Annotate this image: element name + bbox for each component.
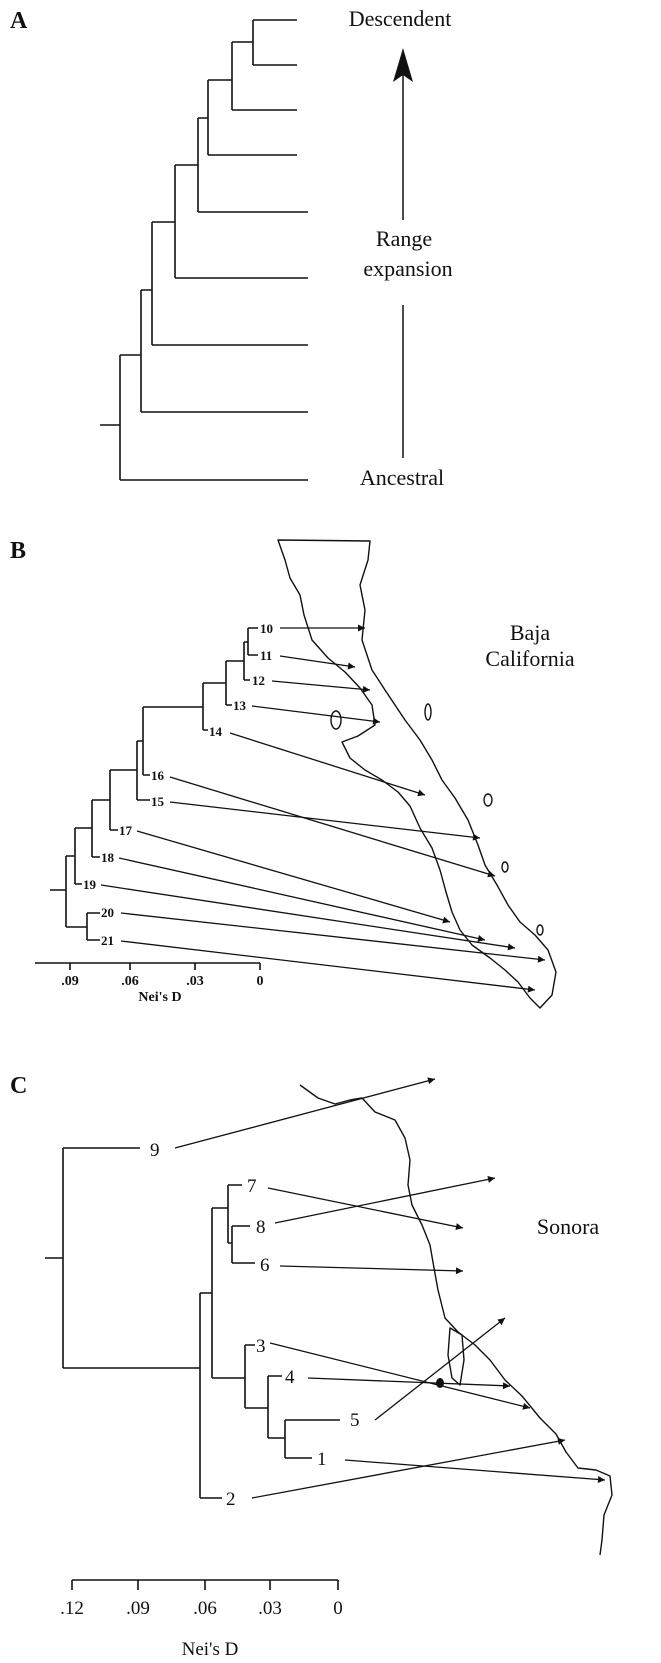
node-label: 12 <box>252 673 265 688</box>
node-label: 7 <box>247 1176 257 1197</box>
island <box>424 703 432 721</box>
node-label: 21 <box>101 933 114 948</box>
island <box>536 924 544 936</box>
node-label: 5 <box>350 1410 360 1431</box>
node-labels: 10 11 12 13 14 16 15 17 18 19 20 21 <box>83 621 273 948</box>
tree <box>100 19 308 481</box>
arrow <box>251 1437 566 1499</box>
arrow-head <box>393 48 413 82</box>
tick-label: 0 <box>333 1598 343 1619</box>
arrow <box>307 1377 511 1390</box>
arrow <box>118 857 486 942</box>
tick-label: .12 <box>60 1598 84 1619</box>
node-label: 4 <box>285 1367 295 1388</box>
tick-label: .06 <box>193 1598 217 1619</box>
arrow <box>251 705 381 725</box>
tick-label: .03 <box>258 1598 282 1619</box>
island <box>330 710 342 730</box>
arrow <box>169 801 481 841</box>
node-label: 6 <box>260 1255 270 1276</box>
arrow <box>174 1077 436 1149</box>
node-label: 11 <box>260 648 272 663</box>
range-label: Range <box>376 226 432 251</box>
axis-line <box>71 1579 339 1590</box>
panel-label: C <box>10 1073 27 1099</box>
node-label: 13 <box>233 698 247 713</box>
expansion-label: expansion <box>363 256 452 281</box>
axis-title: Nei's D <box>138 990 181 1005</box>
arrow <box>169 776 496 878</box>
arrow <box>344 1459 606 1483</box>
node-label: 17 <box>119 823 133 838</box>
node-label: 16 <box>151 768 165 783</box>
panel-b: B Baja California 10 11 12 13 14 16 15 1… <box>10 538 575 1009</box>
arrow <box>274 1175 496 1224</box>
arrow <box>120 940 536 993</box>
map-baja <box>277 539 557 1009</box>
arrows <box>174 1077 606 1499</box>
node-label: 1 <box>317 1449 327 1470</box>
region-label: California <box>485 646 574 671</box>
node-label: 8 <box>256 1217 266 1238</box>
map-sonora <box>299 1084 613 1556</box>
arrow <box>279 655 356 670</box>
island <box>447 1327 465 1386</box>
arrow <box>271 680 371 693</box>
tree <box>45 1147 340 1499</box>
node-label: 19 <box>83 877 97 892</box>
arrow <box>374 1317 506 1421</box>
island <box>501 861 509 873</box>
arrow <box>120 912 546 963</box>
tick-label: .09 <box>126 1598 150 1619</box>
axis-title: Nei's D <box>182 1639 239 1660</box>
region-label: Sonora <box>537 1214 600 1239</box>
island <box>483 793 493 807</box>
tick-label: .06 <box>121 974 139 989</box>
axis-line <box>35 962 261 970</box>
tick-label: .09 <box>61 974 79 989</box>
arrow <box>269 1342 531 1410</box>
tick-label: .03 <box>186 974 204 989</box>
arrows <box>100 624 546 993</box>
panel-label: A <box>10 8 28 34</box>
node-label: 15 <box>151 794 165 809</box>
arrow <box>100 884 516 951</box>
tree <box>50 627 258 941</box>
descendent-label: Descendent <box>349 6 452 31</box>
arrow <box>136 830 451 924</box>
node-label: 18 <box>101 850 115 865</box>
arrow <box>279 1265 464 1275</box>
region-label: Baja <box>510 620 551 645</box>
node-label: 20 <box>101 905 114 920</box>
arrow <box>267 1187 464 1231</box>
tick-label: 0 <box>257 974 264 989</box>
panel-label: B <box>10 538 26 564</box>
panel-a: A Descendent Range expansion Ancestral <box>10 6 453 490</box>
node-label: 9 <box>150 1140 160 1161</box>
node-labels: 9 7 8 6 3 4 5 1 2 <box>150 1140 360 1510</box>
arrow <box>229 732 426 797</box>
node-label: 2 <box>226 1489 236 1510</box>
tree-group: 9 7 8 6 3 4 5 1 2 <box>45 1077 606 1510</box>
ancestral-label: Ancestral <box>360 465 444 490</box>
node-label: 14 <box>209 724 223 739</box>
node-label: 3 <box>256 1336 266 1357</box>
axis: .12 .09 .06 .03 0 Nei's D <box>60 1579 343 1660</box>
axis: .09 .06 .03 0 Nei's D <box>35 962 264 1005</box>
node-label: 10 <box>260 621 273 636</box>
panel-c: C Sonora 9 7 8 6 3 4 5 1 2 <box>10 1073 613 1660</box>
